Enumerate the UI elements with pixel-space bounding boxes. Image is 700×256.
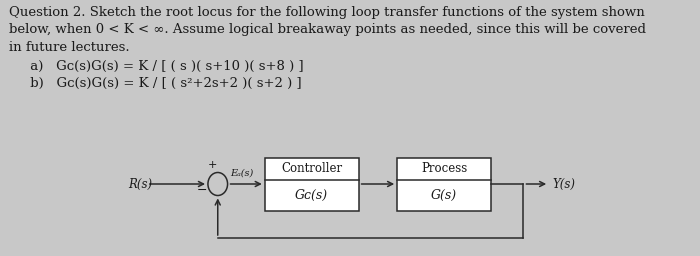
Text: a)   Gᴄ(s)G(s) = K / [ ( s )( s+10 )( s+8 ) ]: a) Gᴄ(s)G(s) = K / [ ( s )( s+10 )( s+8 … (8, 59, 303, 72)
Text: Process: Process (421, 162, 467, 175)
Text: Y(s): Y(s) (552, 177, 575, 190)
Text: R(s): R(s) (128, 177, 152, 190)
Text: G(s): G(s) (431, 189, 457, 202)
Text: b)   Gᴄ(s)G(s) = K / [ ( s²+2s+2 )( s+2 ) ]: b) Gᴄ(s)G(s) = K / [ ( s²+2s+2 )( s+2 ) … (8, 77, 301, 90)
Text: Controller: Controller (281, 162, 342, 175)
Bar (265, 157, 358, 210)
Text: Eₐ(s): Eₐ(s) (230, 169, 253, 178)
Bar (397, 157, 491, 210)
Text: Question 2. Sketch the root locus for the following loop transfer functions of t: Question 2. Sketch the root locus for th… (8, 6, 644, 19)
Text: in future lectures.: in future lectures. (8, 41, 130, 54)
Text: Gᴄ(s): Gᴄ(s) (295, 189, 328, 202)
Text: below, when 0 < K < ∞. Assume logical breakaway points as needed, since this wil: below, when 0 < K < ∞. Assume logical br… (8, 24, 645, 37)
Text: −: − (197, 184, 207, 197)
Text: +: + (208, 161, 218, 170)
